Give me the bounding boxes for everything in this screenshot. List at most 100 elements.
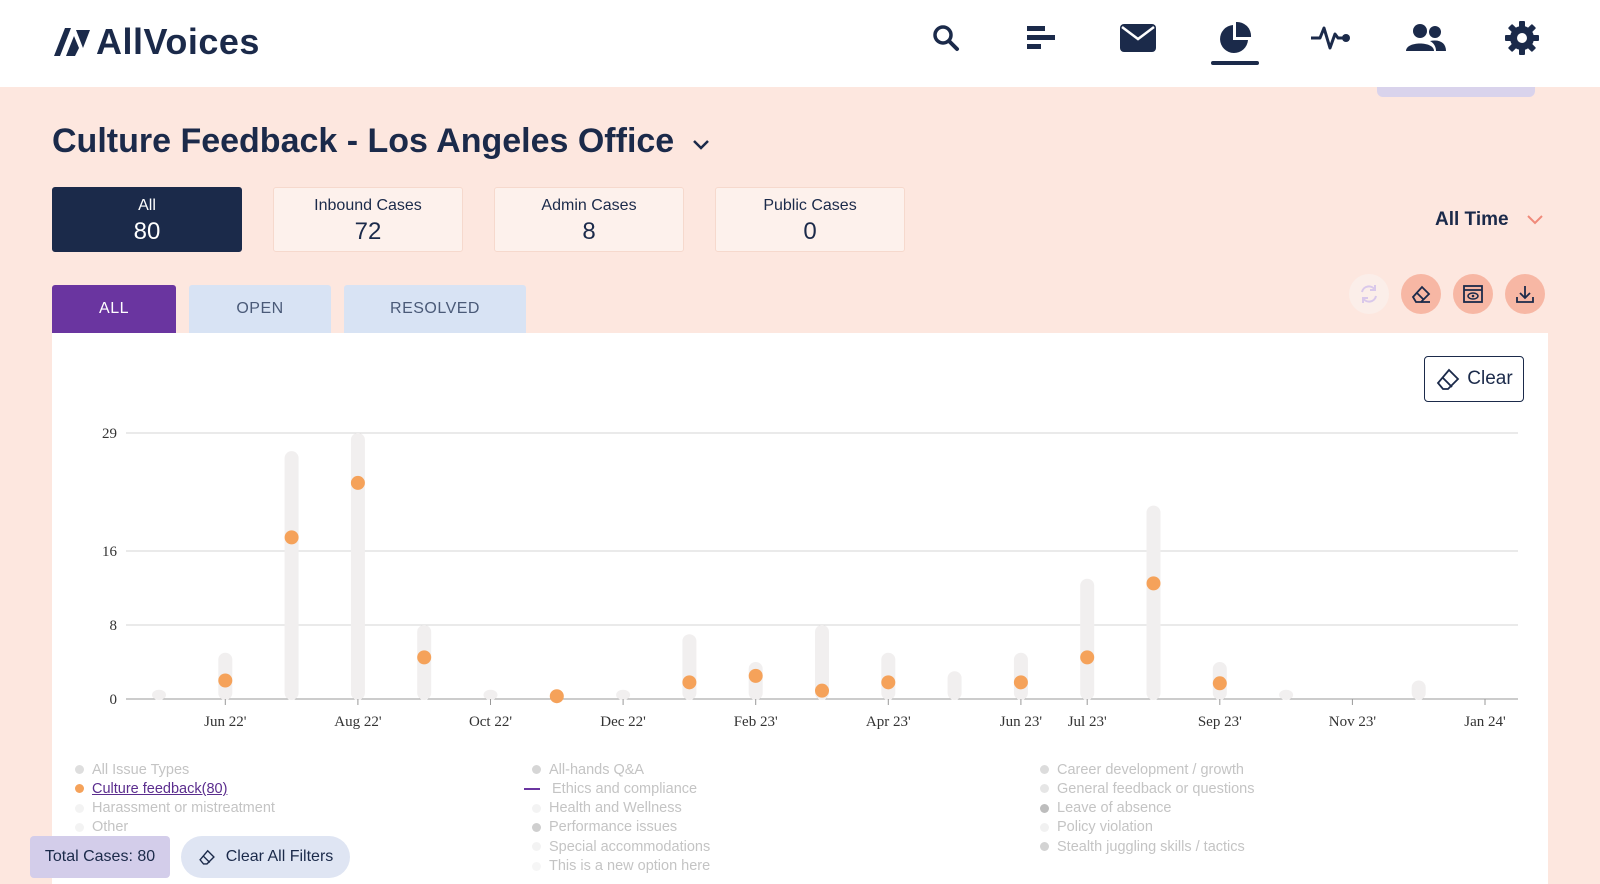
legend-label: This is a new option here bbox=[549, 858, 711, 874]
legend-dot-marker bbox=[532, 822, 541, 832]
chevron-down-icon bbox=[1526, 215, 1543, 225]
legend-item[interactable]: Leave of absence bbox=[1040, 799, 1171, 818]
legend-dot-marker bbox=[75, 784, 84, 794]
data-point bbox=[1013, 675, 1028, 690]
mail-icon[interactable] bbox=[1118, 18, 1158, 58]
stat-card-inbound[interactable]: Inbound Cases 72 bbox=[273, 187, 463, 252]
legend-item[interactable]: All-hands Q&A bbox=[532, 760, 644, 779]
preview-icon bbox=[1463, 285, 1483, 303]
pulse-icon[interactable] bbox=[1311, 18, 1351, 58]
chart-panel bbox=[52, 333, 1548, 884]
data-point bbox=[682, 675, 697, 690]
total-bar bbox=[483, 689, 498, 700]
bars-icon[interactable] bbox=[1022, 18, 1062, 58]
legend-item[interactable]: Other bbox=[75, 818, 128, 837]
legend-dot-marker bbox=[532, 861, 541, 871]
logo-mark-icon bbox=[54, 28, 90, 56]
y-tick-label: 8 bbox=[110, 618, 118, 634]
stat-card-admin[interactable]: Admin Cases 8 bbox=[494, 187, 684, 252]
legend-item[interactable]: Performance issues bbox=[532, 818, 677, 837]
users-icon[interactable] bbox=[1406, 18, 1446, 58]
legend-item[interactable]: Health and Wellness bbox=[532, 799, 682, 818]
stat-value: 8 bbox=[582, 218, 596, 245]
clear-all-filters-label: Clear All Filters bbox=[225, 848, 334, 865]
legend-item[interactable]: All Issue Types bbox=[75, 760, 189, 779]
stat-value: 72 bbox=[354, 218, 382, 245]
total-bar bbox=[682, 634, 697, 700]
eraser-icon bbox=[198, 849, 215, 865]
y-tick-label: 16 bbox=[102, 544, 118, 560]
download-button[interactable] bbox=[1505, 274, 1545, 314]
logo[interactable]: AllVoices bbox=[52, 20, 260, 64]
data-point bbox=[284, 530, 299, 545]
clear-button-label: Clear bbox=[1467, 368, 1513, 389]
stat-label: Inbound Cases bbox=[314, 197, 422, 214]
total-bar bbox=[1279, 689, 1294, 700]
total-bar bbox=[616, 689, 631, 700]
legend-label: Leave of absence bbox=[1057, 800, 1172, 817]
legend-item[interactable]: Stealth juggling skills / tactics bbox=[1040, 837, 1245, 856]
legend-dot-marker bbox=[1040, 842, 1049, 852]
legend-label: Culture feedback(80) bbox=[92, 780, 228, 797]
tab-resolved[interactable]: RESOLVED bbox=[344, 285, 526, 333]
page-title-text: Culture Feedback - Los Angeles Office bbox=[52, 122, 675, 160]
data-point bbox=[218, 673, 233, 688]
refresh-button[interactable] bbox=[1349, 274, 1389, 314]
time-range-select[interactable]: All Time bbox=[1435, 209, 1543, 231]
chevron-down-icon[interactable] bbox=[692, 139, 710, 151]
total-bar bbox=[1411, 680, 1426, 700]
legend-item[interactable]: Career development / growth bbox=[1040, 760, 1244, 779]
brand-name: AllVoices bbox=[96, 21, 260, 62]
preview-button[interactable] bbox=[1453, 274, 1493, 314]
total-bar bbox=[152, 689, 166, 700]
clear-all-filters-button[interactable]: Clear All Filters bbox=[181, 836, 350, 878]
stat-card-all[interactable]: All 80 bbox=[52, 187, 242, 252]
tab-all[interactable]: ALL bbox=[52, 285, 176, 333]
legend-item[interactable]: Harassment or mistreatment bbox=[75, 799, 275, 818]
legend-dot-marker bbox=[1040, 822, 1049, 832]
legend-dot-marker bbox=[1040, 765, 1049, 774]
stat-label: Admin Cases bbox=[541, 197, 637, 214]
hidden-tab bbox=[1377, 87, 1535, 97]
legend-item[interactable]: Special accommodations bbox=[532, 837, 710, 856]
legend-dash-marker bbox=[524, 787, 540, 790]
legend-label: Performance issues bbox=[549, 819, 678, 836]
total-bar bbox=[284, 451, 299, 700]
gear-icon[interactable] bbox=[1502, 18, 1542, 58]
legend-label: Stealth juggling skills / tactics bbox=[1057, 838, 1245, 855]
data-point bbox=[1212, 676, 1227, 691]
pie-chart-icon[interactable] bbox=[1215, 18, 1255, 58]
legend-item[interactable]: Culture feedback(80) bbox=[75, 779, 227, 798]
legend-dot-marker bbox=[75, 822, 84, 832]
legend-dot-marker bbox=[532, 803, 541, 813]
legend-label: Health and Wellness bbox=[549, 800, 682, 817]
legend-dot-marker bbox=[1040, 784, 1049, 794]
data-point bbox=[549, 689, 564, 704]
data-point bbox=[881, 675, 896, 690]
stat-label: All bbox=[138, 197, 156, 214]
legend-dot-marker bbox=[75, 765, 84, 774]
legend-item[interactable]: Policy violation bbox=[1040, 818, 1153, 837]
legend-item[interactable]: Ethics and compliance bbox=[524, 779, 697, 798]
top-bar: AllVoices bbox=[0, 0, 1600, 87]
x-tick-label: Aug 22' bbox=[334, 714, 382, 730]
data-point bbox=[1080, 650, 1095, 665]
y-tick-label: 0 bbox=[110, 692, 118, 708]
legend-dot-marker bbox=[532, 842, 541, 852]
legend-item[interactable]: General feedback or questions bbox=[1040, 779, 1255, 798]
eraser-button[interactable] bbox=[1401, 274, 1441, 314]
stat-value: 80 bbox=[133, 218, 161, 245]
search-icon[interactable] bbox=[926, 18, 966, 58]
x-tick-label: Apr 23' bbox=[866, 714, 911, 730]
stat-value: 0 bbox=[803, 218, 817, 245]
legend-dot-marker bbox=[1040, 803, 1049, 813]
clear-button[interactable]: Clear bbox=[1424, 356, 1524, 402]
tab-open[interactable]: OPEN bbox=[189, 285, 331, 333]
eraser-icon bbox=[1411, 285, 1431, 303]
total-bar bbox=[350, 433, 365, 700]
data-point bbox=[417, 650, 432, 665]
stat-card-public[interactable]: Public Cases 0 bbox=[715, 187, 905, 252]
legend-label: General feedback or questions bbox=[1057, 780, 1255, 797]
y-tick-label: 29 bbox=[102, 426, 117, 442]
legend-item[interactable]: This is a new option here bbox=[532, 857, 710, 876]
